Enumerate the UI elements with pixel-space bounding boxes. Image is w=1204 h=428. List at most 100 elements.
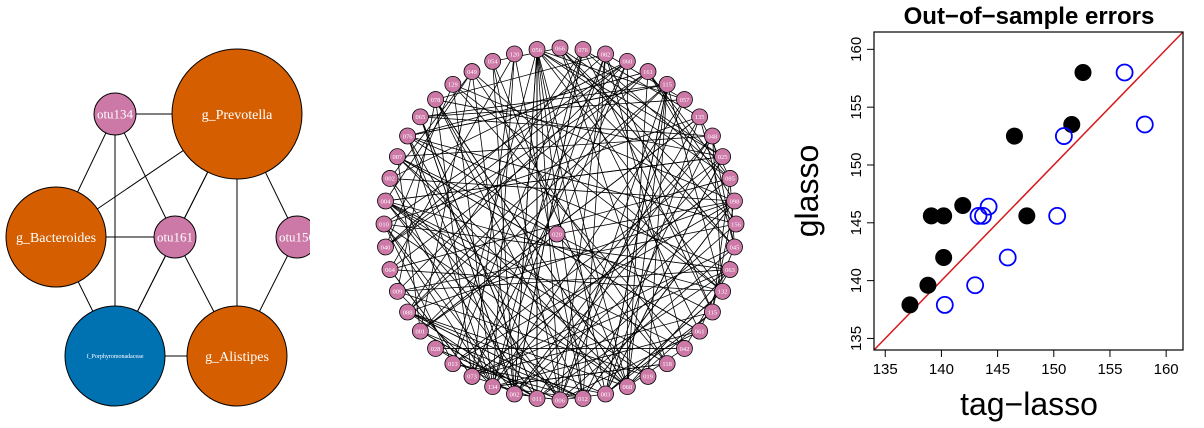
node-label: 020 — [552, 231, 562, 238]
x-tick-label: 135 — [873, 361, 898, 378]
node-circle — [388, 282, 406, 300]
network-edge — [114, 113, 176, 238]
node-label: 061 — [695, 328, 705, 335]
network-edge — [419, 71, 473, 332]
node-label: 003 — [601, 391, 611, 398]
data-point-filled — [1018, 207, 1036, 225]
network-edge — [514, 53, 584, 399]
node-label: 054 — [488, 59, 499, 66]
scatter-panel: Out−of−sample errors tag−lasso glasso 13… — [760, 0, 1204, 423]
node-circle — [444, 75, 462, 93]
node-label: 132 — [718, 289, 728, 296]
node-circle — [658, 75, 676, 93]
node-label: f_Porphyromonadaceae — [87, 353, 144, 360]
network-node: 056 — [528, 41, 546, 58]
node-circle — [427, 340, 444, 357]
network-node: 061 — [691, 322, 709, 340]
y-axis-label: glasso — [789, 145, 825, 238]
plot-frame — [873, 31, 1184, 351]
network-node: 068 — [618, 378, 636, 396]
node-circle — [618, 52, 636, 70]
network-edge — [492, 47, 561, 62]
network-edge — [407, 135, 515, 395]
node-label: 065 — [415, 114, 425, 121]
out-of-sample-errors-chart: Out−of−sample errors tag−lasso glasso 13… — [789, 3, 1184, 422]
network-edge — [492, 53, 606, 387]
node-circle — [676, 340, 693, 357]
network-edge — [605, 156, 723, 395]
node-label: 098 — [730, 198, 740, 205]
node-circle — [153, 215, 197, 259]
y-tick-label: 145 — [848, 210, 865, 235]
network-node: 156 — [727, 215, 745, 233]
x-tick-label: 160 — [1154, 361, 1179, 378]
network-node: 048 — [704, 127, 721, 145]
data-point-open — [1048, 206, 1067, 225]
node-label: 135 — [695, 114, 705, 121]
network-node: 063 — [721, 261, 739, 278]
node-circle — [411, 322, 429, 340]
network-edge — [559, 246, 735, 401]
network-edge — [385, 61, 628, 248]
network-node: 085 — [721, 170, 739, 187]
node-label: 002 — [385, 176, 395, 183]
network-edge — [383, 223, 731, 270]
network-node: 082 — [597, 45, 614, 63]
data-point-open — [974, 206, 992, 225]
network-edge — [627, 348, 685, 387]
network-edge — [492, 135, 713, 387]
data-point-filled — [1005, 127, 1023, 145]
network-node: 098 — [726, 192, 743, 210]
network-node: 011 — [528, 390, 546, 407]
network-edge — [514, 49, 538, 395]
data-point-filled — [1063, 116, 1081, 134]
network-edge — [559, 84, 668, 401]
data-point-filled — [954, 196, 972, 214]
network-edge — [452, 49, 584, 364]
network-edge — [389, 71, 649, 270]
node-circle — [388, 148, 406, 166]
data-point-open — [969, 206, 988, 225]
network-node: 028 — [427, 340, 444, 357]
node-label: 025 — [718, 154, 728, 161]
network-edge — [492, 49, 584, 387]
network-edge — [397, 99, 436, 292]
network-node: 076 — [399, 127, 416, 145]
node-label: otu156 — [279, 230, 310, 245]
node-label: 045 — [730, 244, 740, 251]
node-label: 028 — [431, 346, 441, 353]
network-edge — [385, 53, 606, 248]
network-edge — [407, 135, 731, 270]
node-circle — [375, 215, 393, 233]
node-label: 060 — [622, 59, 632, 66]
node-label: 118 — [662, 361, 672, 368]
network-edge — [389, 178, 561, 401]
network-node: 115 — [704, 303, 721, 321]
network-edge — [385, 200, 668, 364]
network-edge — [389, 178, 494, 387]
node-circle — [618, 378, 636, 396]
network-edge — [514, 135, 713, 395]
node-circle — [377, 238, 394, 256]
data-point-open — [998, 248, 1017, 267]
node-circle — [377, 192, 394, 210]
reference-line — [873, 31, 1184, 351]
node-circle — [93, 92, 137, 136]
node-label: 063 — [725, 267, 735, 274]
node-label: 082 — [601, 51, 611, 58]
y-tick-label: 140 — [848, 268, 865, 293]
y-tick-label: 150 — [848, 152, 865, 177]
node-circle — [691, 108, 709, 126]
network-edge — [556, 61, 628, 235]
node-circle — [721, 170, 739, 187]
node-circle — [506, 385, 523, 403]
network-edge — [420, 330, 584, 399]
network-edge — [385, 71, 649, 248]
node-label: 156 — [731, 221, 742, 228]
node-label: otu161 — [157, 230, 193, 245]
node-circle — [399, 303, 416, 321]
network-node: 161 — [639, 63, 657, 80]
node-circle — [639, 63, 657, 80]
node-circle — [64, 305, 166, 407]
network-node: 002 — [381, 170, 399, 187]
